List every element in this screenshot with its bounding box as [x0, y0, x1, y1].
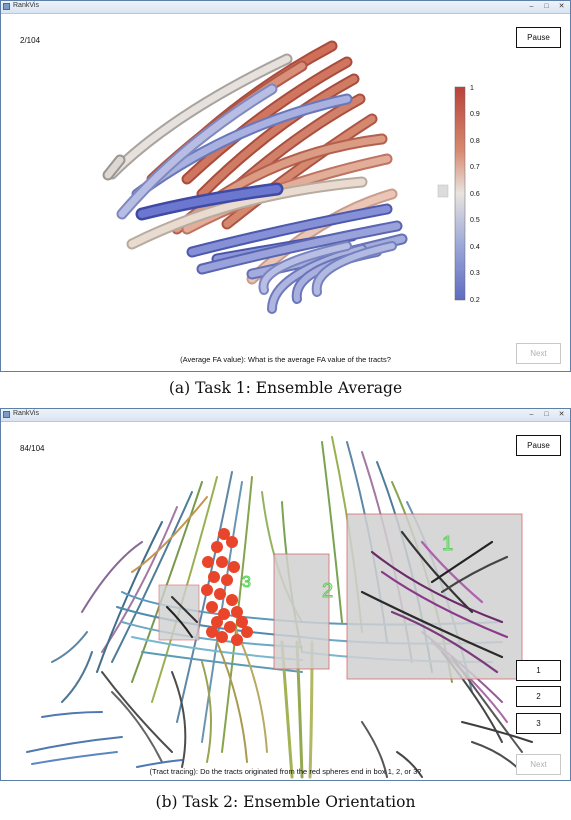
visualization-canvas[interactable]: 2/104 Pause [2, 14, 569, 370]
box-label-1: 1 [442, 533, 453, 555]
answer-button-2[interactable]: 2 [516, 686, 561, 707]
app-icon [3, 411, 10, 418]
colorbar-tick: 1 [470, 85, 474, 92]
colorbar-tick: 0.7 [470, 164, 480, 171]
box-label-2: 2 [322, 580, 333, 602]
question-text: (Tract tracing): Do the tracts originate… [2, 767, 569, 776]
colorbar-tick: 0.4 [470, 244, 480, 251]
maximize-icon[interactable]: □ [540, 2, 553, 11]
colorbar-tick: 0.9 [470, 111, 480, 118]
maximize-icon[interactable]: □ [540, 410, 553, 419]
window-panel-b: RankVis – □ ✕ 84/104 Pause [0, 408, 571, 781]
app-icon [3, 3, 10, 10]
minimize-icon[interactable]: – [525, 410, 538, 419]
tract-bundle-render: 1 0.9 0.8 0.7 0.6 0.5 0.4 0.3 0.2 [2, 14, 571, 372]
window-panel-a: RankVis – □ ✕ 2/104 Pause [0, 0, 571, 372]
figure-caption-b: (b) Task 2: Ensemble Orientation [0, 793, 571, 811]
figure-caption-a: (a) Task 1: Ensemble Average [0, 379, 571, 397]
colorbar-tick: 0.8 [470, 138, 480, 145]
window-title: RankVis [13, 2, 39, 9]
window-title: RankVis [13, 410, 39, 417]
colorbar-tick: 0.2 [470, 297, 480, 304]
colorbar-slider-handle[interactable] [438, 185, 448, 197]
target-box-1: 1 [347, 514, 522, 679]
answer-button-3[interactable]: 3 [516, 713, 561, 734]
close-icon[interactable]: ✕ [555, 2, 568, 11]
close-icon[interactable]: ✕ [555, 410, 568, 419]
colorbar-tick: 0.5 [470, 217, 480, 224]
colorbar-tick: 0.3 [470, 270, 480, 277]
box-label-3: 3 [242, 574, 251, 591]
target-box-2: 2 [274, 554, 333, 669]
next-button[interactable]: Next [516, 343, 561, 364]
visualization-canvas[interactable]: 84/104 Pause [2, 422, 569, 779]
next-button[interactable]: Next [516, 754, 561, 775]
title-bar: RankVis – □ ✕ [1, 409, 570, 422]
minimize-icon[interactable]: – [525, 2, 538, 11]
colorbar-tick: 0.6 [470, 191, 480, 198]
brain-tract-render: 1 2 3 [2, 422, 571, 781]
answer-button-1[interactable]: 1 [516, 660, 561, 681]
question-text: (Average FA value): What is the average … [2, 355, 569, 364]
title-bar: RankVis – □ ✕ [1, 1, 570, 14]
colorbar [455, 87, 465, 300]
